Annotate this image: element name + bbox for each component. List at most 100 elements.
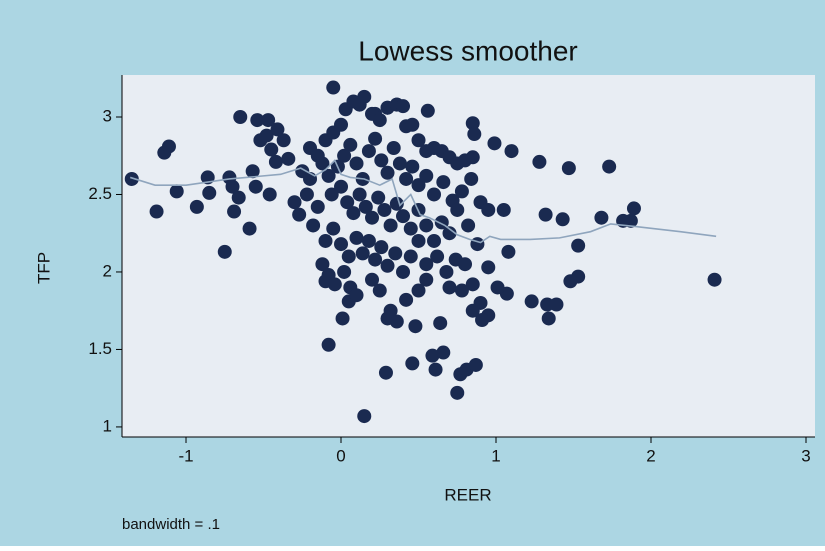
scatter-point [292, 207, 307, 222]
scatter-point [189, 199, 204, 214]
scatter-point [555, 212, 570, 227]
x-tick-label: -1 [178, 446, 193, 465]
scatter-point [504, 144, 519, 159]
y-axis-label: TFP [34, 252, 53, 284]
scatter-point [388, 246, 403, 261]
scatter-point [532, 154, 547, 169]
scatter-point [392, 156, 407, 171]
scatter-point [321, 337, 336, 352]
x-tick-label: 2 [646, 446, 655, 465]
scatter-point [524, 294, 539, 309]
scatter-point [465, 116, 480, 131]
scatter-point [468, 357, 483, 372]
scatter-point [399, 292, 414, 307]
scatter-point [349, 230, 364, 245]
scatter-point [250, 113, 265, 128]
note: bandwidth = .1 [122, 516, 220, 533]
scatter-point [321, 168, 336, 183]
scatter-point [318, 233, 333, 248]
scatter-point [262, 187, 277, 202]
scatter-point [355, 246, 370, 261]
x-tick-label: 1 [491, 446, 500, 465]
y-tick-label: 2 [103, 261, 112, 280]
scatter-point [465, 277, 480, 292]
scatter-point [411, 283, 426, 298]
scatter-point [259, 128, 274, 143]
scatter-point [374, 153, 389, 168]
scatter-point [334, 237, 349, 252]
scatter-point [372, 283, 387, 298]
scatter-point [465, 303, 480, 318]
scatter-point [245, 164, 260, 179]
scatter-point [242, 221, 257, 236]
scatter-point [420, 103, 435, 118]
scatter-point [357, 409, 372, 424]
scatter-point [594, 210, 609, 225]
scatter-point [202, 185, 217, 200]
scatter-point [707, 272, 722, 287]
scatter-point [563, 274, 578, 289]
scatter-point [315, 257, 330, 272]
scatter-point [436, 175, 451, 190]
x-tick-label: 3 [801, 446, 810, 465]
scatter-point [306, 218, 321, 233]
scatter-point [340, 195, 355, 210]
x-axis-label: REER [444, 485, 491, 504]
x-tick-label: 0 [336, 446, 345, 465]
scatter-point [357, 89, 372, 104]
scatter-point [368, 131, 383, 146]
scatter-point [487, 136, 502, 151]
scatter-point [461, 218, 476, 233]
scatter-point [436, 345, 451, 360]
scatter-point [281, 151, 296, 166]
scatter-point [361, 233, 376, 248]
scatter-point [396, 209, 411, 224]
y-tick-label: 1 [103, 416, 112, 435]
scatter-point [261, 113, 276, 128]
scatter-point [337, 264, 352, 279]
scatter-point [411, 233, 426, 248]
lowess-line [129, 158, 717, 244]
y-tick-label: 2.5 [88, 184, 112, 203]
scatter-point [541, 311, 556, 326]
scatter-point [396, 264, 411, 279]
scatter-point [315, 156, 330, 171]
scatter-point [334, 179, 349, 194]
scatter-point [225, 179, 240, 194]
scatter-point [161, 139, 176, 154]
scatter-point [276, 133, 291, 148]
scatter-point [326, 221, 341, 236]
scatter-point [439, 264, 454, 279]
scatter-point [264, 142, 279, 157]
scatter-point [481, 202, 496, 217]
scatter-point [419, 168, 434, 183]
scatter-point [361, 144, 376, 159]
scatter-point [549, 297, 564, 312]
scatter-point [419, 218, 434, 233]
scatter-point [343, 137, 358, 152]
scatter-point [380, 258, 395, 273]
scatter-point [380, 311, 395, 326]
scatter-point [337, 148, 352, 163]
scatter-point [561, 161, 576, 176]
scatter-point [248, 179, 263, 194]
scatter-point [169, 184, 184, 199]
scatter-point [365, 272, 380, 287]
scatter-point [324, 187, 339, 202]
scatter-point [365, 210, 380, 225]
scatter-point [396, 99, 411, 114]
scatter-point [380, 165, 395, 180]
scatter-point [481, 260, 496, 275]
scatter-point [428, 362, 443, 377]
scatter-point [383, 218, 398, 233]
scatter-point [450, 202, 465, 217]
scatter-point [433, 316, 448, 331]
scatter-point [149, 204, 164, 219]
y-tick-label: 3 [103, 106, 112, 125]
y-tick-label: 1.5 [88, 339, 112, 358]
scatter-point [454, 184, 469, 199]
scatter-point [270, 122, 285, 137]
scatter-point [411, 133, 426, 148]
scatter-point [371, 190, 386, 205]
